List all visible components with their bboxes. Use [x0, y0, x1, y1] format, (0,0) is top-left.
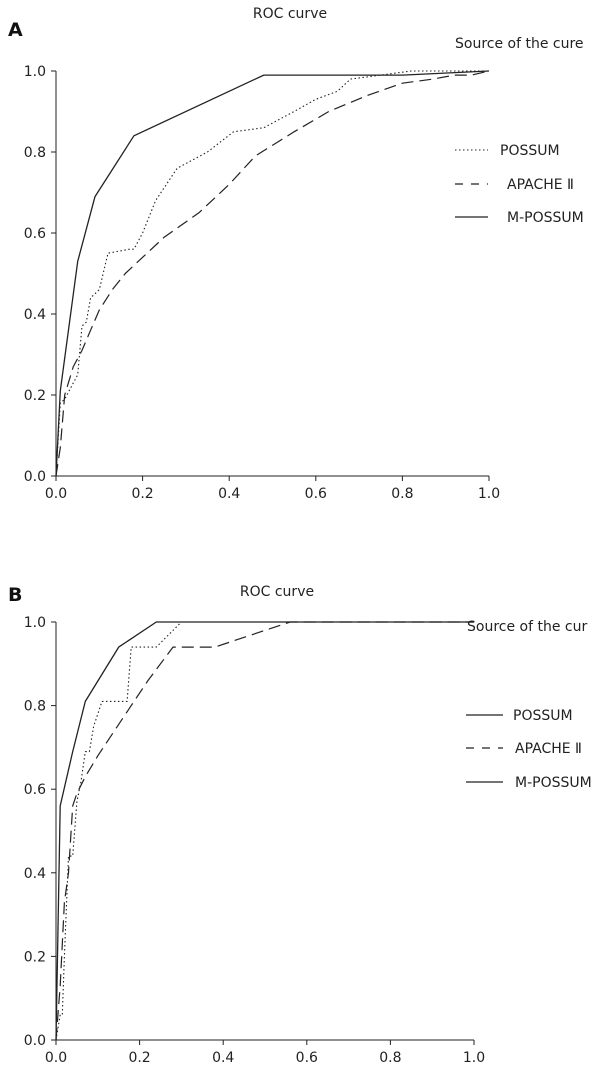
panel-a-y-tick-label: 0.8 — [24, 145, 46, 161]
panel-b-x-tick-label: 0.6 — [296, 1050, 318, 1066]
panel-b-x-tick-label: 0.4 — [212, 1050, 234, 1066]
panel-a-axes — [55, 71, 489, 477]
panel-b-y-tick-label: 1.0 — [24, 615, 46, 631]
panel-a-x-tick-label: 0.2 — [131, 486, 153, 502]
panel-a-y-tick-label: 0.2 — [24, 388, 46, 404]
panel-a-x-tick-label: 0.8 — [391, 486, 413, 502]
panel-a-y-tick-label: 1.0 — [24, 64, 46, 80]
panel-a-series — [55, 70, 490, 477]
panel-b-y-tick-label: 0.0 — [24, 1033, 46, 1049]
panel-b-axes — [55, 622, 474, 1041]
panel-a-ticks: 0.0 0.2 0.4 0.6 0.8 1.0 0.0 0.2 0.4 0.6 0.8 1.0 — [24, 64, 500, 502]
panel-b-series-possum — [55, 621, 474, 1041]
panel-a-x-tick-label: 0.0 — [45, 486, 67, 502]
panel-b-legend-label-m-possum: M-POSSUM — [515, 775, 592, 791]
panel-b-y-tick-label: 0.8 — [24, 699, 46, 715]
panel-a-legend-label-m-possum: M-POSSUM — [507, 210, 584, 226]
panel-b-series-m-possum — [55, 621, 474, 1041]
panel-b-x-tick-label: 0.0 — [45, 1050, 67, 1066]
panel-b-series — [55, 621, 474, 1041]
panel-b-y-tick-label: 0.6 — [24, 782, 46, 798]
panel-a-legend-label-possum: POSSUM — [500, 143, 560, 159]
panel-b-x-tick-label: 0.2 — [128, 1050, 150, 1066]
panel-a-x-tick-label: 1.0 — [478, 486, 500, 502]
panel-a-letter: A — [8, 19, 23, 41]
panel-b-letter: B — [8, 584, 22, 606]
panel-a-y-tick-label: 0.6 — [24, 226, 46, 242]
panel-b-legend-label-apache: APACHE Ⅱ — [515, 741, 582, 757]
panel-a-y-tick-label: 0.0 — [24, 469, 46, 485]
panel-a-series-possum — [55, 70, 489, 477]
panel-a-x-tick-label: 0.4 — [218, 486, 240, 502]
panel-b-legend: POSSUM APACHE Ⅱ M-POSSUM — [466, 708, 592, 791]
panel-a-legend: POSSUM APACHE Ⅱ M-POSSUM — [455, 143, 584, 226]
panel-b-x-tick-label: 1.0 — [463, 1050, 485, 1066]
panel-b-y-tick-label: 0.4 — [24, 866, 46, 882]
panel-b-title: ROC curve — [240, 584, 314, 600]
panel-b-y-tick-label: 0.2 — [24, 949, 46, 965]
panel-b-legend-label-possum: POSSUM — [513, 708, 573, 724]
panel-a-title: ROC curve — [253, 6, 327, 22]
panel-a-y-tick-label: 0.4 — [24, 307, 46, 323]
panel-a: A ROC curve Source of the cure 0.0 0.2 0.4… — [8, 6, 584, 502]
panel-a-legend-title: Source of the cure — [455, 36, 584, 52]
panel-b-legend-title: Source of the cur — [467, 619, 587, 635]
panel-b: B ROC curve Source of the cur 0.0 0.2 0.4 0… — [8, 584, 592, 1066]
panel-a-legend-label-apache: APACHE Ⅱ — [507, 177, 574, 193]
panel-a-series-apache — [55, 70, 490, 477]
panel-b-x-tick-label: 0.8 — [379, 1050, 401, 1066]
panel-b-ticks: 0.0 0.2 0.4 0.6 0.8 1.0 0.0 0.2 0.4 0.6 0.8 1.0 — [24, 615, 485, 1066]
panel-a-series-m-possum — [55, 70, 490, 477]
panel-b-series-apache — [55, 621, 474, 1041]
panel-a-x-tick-label: 0.6 — [305, 486, 327, 502]
